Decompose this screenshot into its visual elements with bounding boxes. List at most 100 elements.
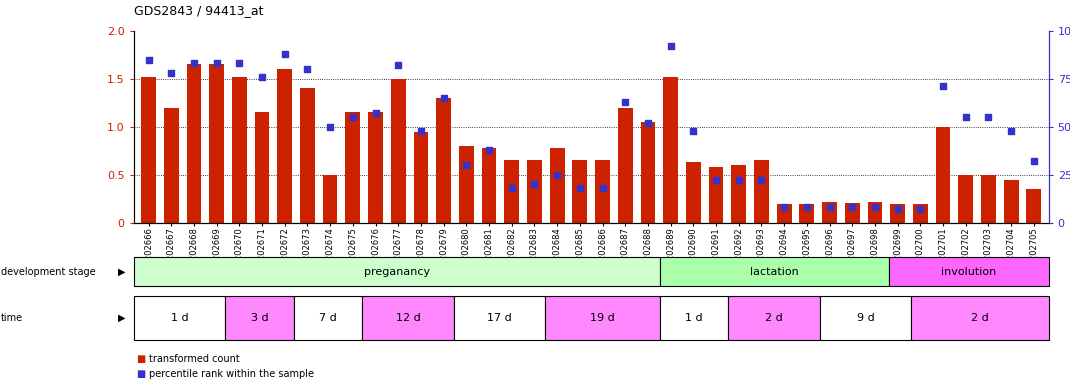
- Point: [571, 185, 588, 191]
- Text: GDS2843 / 94413_at: GDS2843 / 94413_at: [134, 4, 263, 17]
- Point: [753, 177, 770, 184]
- Text: 3 d: 3 d: [250, 313, 269, 323]
- Point: [912, 206, 929, 212]
- Bar: [255, 113, 270, 223]
- Point: [163, 70, 180, 76]
- Bar: [482, 148, 496, 223]
- Point: [1003, 127, 1020, 134]
- Bar: [641, 122, 655, 223]
- Text: 1 d: 1 d: [171, 313, 188, 323]
- Bar: [164, 108, 179, 223]
- Text: ■: ■: [136, 354, 146, 364]
- Point: [208, 60, 225, 66]
- Bar: [572, 161, 587, 223]
- Bar: [729, 296, 820, 340]
- Bar: [845, 203, 859, 223]
- Point: [707, 177, 724, 184]
- Bar: [134, 257, 660, 286]
- Bar: [799, 204, 814, 223]
- Point: [140, 56, 157, 63]
- Point: [685, 127, 702, 134]
- Point: [980, 114, 997, 120]
- Bar: [454, 296, 546, 340]
- Bar: [226, 296, 294, 340]
- Point: [934, 83, 951, 89]
- Bar: [686, 162, 701, 223]
- Text: 19 d: 19 d: [591, 313, 615, 323]
- Bar: [754, 161, 769, 223]
- Text: preganancy: preganancy: [364, 266, 430, 277]
- Text: 2 d: 2 d: [972, 313, 989, 323]
- Text: ■: ■: [136, 369, 146, 379]
- Text: 12 d: 12 d: [396, 313, 421, 323]
- Bar: [368, 113, 383, 223]
- Text: percentile rank within the sample: percentile rank within the sample: [149, 369, 314, 379]
- Bar: [346, 113, 361, 223]
- Point: [821, 204, 838, 210]
- Point: [1025, 158, 1042, 164]
- Bar: [363, 296, 454, 340]
- Bar: [210, 65, 224, 223]
- Point: [389, 62, 407, 68]
- Bar: [459, 146, 474, 223]
- Bar: [777, 204, 792, 223]
- Point: [185, 60, 202, 66]
- Text: transformed count: transformed count: [149, 354, 240, 364]
- Point: [412, 127, 429, 134]
- Bar: [546, 296, 660, 340]
- Bar: [890, 204, 905, 223]
- Text: 17 d: 17 d: [487, 313, 513, 323]
- Point: [798, 204, 815, 210]
- Bar: [323, 175, 337, 223]
- Point: [549, 172, 566, 178]
- Bar: [660, 296, 729, 340]
- Bar: [528, 161, 541, 223]
- Text: ▶: ▶: [118, 266, 125, 277]
- Point: [231, 60, 248, 66]
- Bar: [981, 175, 996, 223]
- Bar: [660, 257, 888, 286]
- Point: [776, 204, 793, 210]
- Point: [322, 124, 339, 130]
- Point: [276, 51, 293, 57]
- Point: [958, 114, 975, 120]
- Bar: [232, 77, 247, 223]
- Bar: [504, 161, 519, 223]
- Bar: [550, 148, 565, 223]
- Bar: [913, 204, 928, 223]
- Bar: [1026, 189, 1041, 223]
- Bar: [617, 108, 632, 223]
- Bar: [708, 167, 723, 223]
- Bar: [822, 202, 837, 223]
- Bar: [437, 98, 450, 223]
- Point: [254, 74, 271, 80]
- Point: [594, 185, 611, 191]
- Bar: [413, 131, 428, 223]
- Point: [730, 177, 747, 184]
- Point: [889, 206, 906, 212]
- Point: [640, 120, 657, 126]
- Text: 9 d: 9 d: [857, 313, 874, 323]
- Point: [367, 110, 384, 116]
- Bar: [663, 77, 678, 223]
- Point: [662, 43, 679, 49]
- Point: [525, 181, 542, 187]
- Text: development stage: development stage: [1, 266, 95, 277]
- Point: [458, 162, 475, 168]
- Bar: [1004, 180, 1019, 223]
- Text: 7 d: 7 d: [319, 313, 337, 323]
- Bar: [294, 296, 363, 340]
- Bar: [868, 202, 883, 223]
- Bar: [732, 165, 746, 223]
- Point: [435, 95, 453, 101]
- Bar: [912, 296, 1049, 340]
- Bar: [595, 161, 610, 223]
- Point: [843, 204, 860, 210]
- Text: 2 d: 2 d: [765, 313, 783, 323]
- Text: involution: involution: [941, 266, 996, 277]
- Bar: [820, 296, 912, 340]
- Bar: [186, 65, 201, 223]
- Point: [867, 204, 884, 210]
- Point: [616, 99, 633, 105]
- Bar: [300, 88, 315, 223]
